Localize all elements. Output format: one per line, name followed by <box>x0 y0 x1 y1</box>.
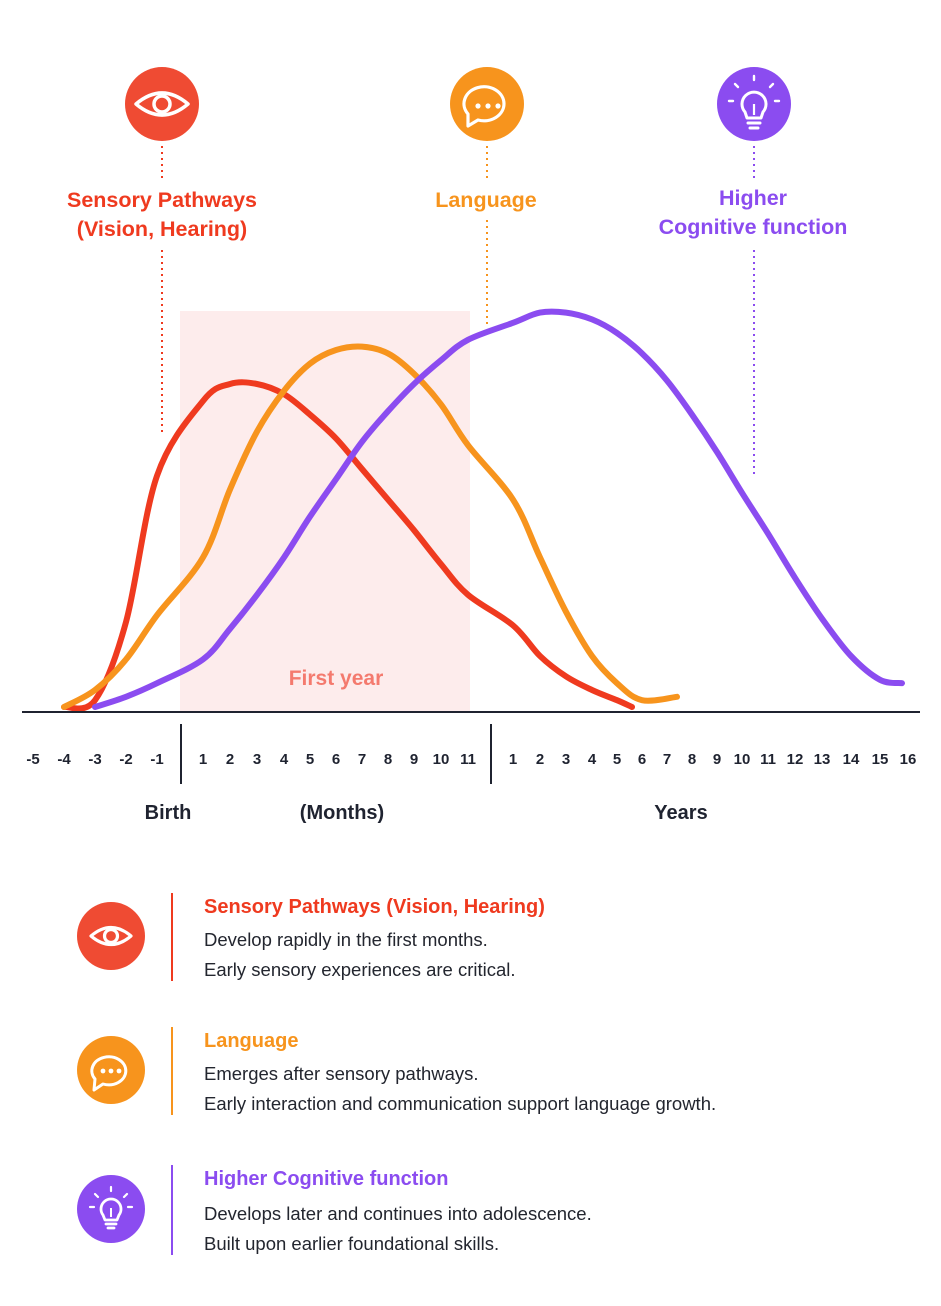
first-year-label: First year <box>289 667 384 690</box>
tick-label: 13 <box>814 751 831 768</box>
series-line-cognitive <box>92 308 905 710</box>
legend-line: Built upon earlier foundational skills. <box>204 1233 500 1254</box>
tick-label: 16 <box>900 751 917 768</box>
tick-label: 9 <box>410 751 418 768</box>
legend-title: Higher Cognitive function <box>204 1168 449 1190</box>
axis-group-years: Years <box>654 802 707 824</box>
legend-line: Develops later and continues into adoles… <box>204 1203 592 1224</box>
tick-label: 2 <box>226 751 234 768</box>
tick-label: 9 <box>713 751 721 768</box>
tick-label: -4 <box>57 751 71 768</box>
tick-label: 8 <box>688 751 696 768</box>
tick-label: 7 <box>663 751 671 768</box>
tick-label: -1 <box>150 751 163 768</box>
tick-label: 14 <box>843 751 860 768</box>
eye-icon <box>125 67 199 141</box>
sensory-header-line2: (Vision, Hearing) <box>77 217 247 241</box>
tick-label: 12 <box>787 751 804 768</box>
axis-group-months: (Months) <box>300 802 384 824</box>
legend-title: Sensory Pathways (Vision, Hearing) <box>204 896 545 918</box>
legend-line: Develop rapidly in the first months. <box>204 929 488 950</box>
language-header: Language <box>435 188 537 212</box>
tick-label: 6 <box>638 751 646 768</box>
tick-label: -5 <box>26 751 39 768</box>
tick-label: 5 <box>613 751 621 768</box>
tick-label: 3 <box>253 751 261 768</box>
lightbulb-icon <box>77 1175 145 1243</box>
axis-group-birth: Birth <box>145 802 192 824</box>
tick-label: 2 <box>536 751 544 768</box>
tick-label: 8 <box>384 751 392 768</box>
legend-title: Language <box>204 1030 299 1052</box>
tick-label: 4 <box>280 751 289 768</box>
tick-label: 1 <box>199 751 207 768</box>
eye-icon <box>77 902 145 970</box>
tick-label: 15 <box>872 751 889 768</box>
cognitive-header-line1: Higher <box>719 186 788 210</box>
tick-labels: -5 -4 -3 -2 -1 1 2 3 4 5 6 7 8 9 10 11 1 2 3 4 5 6 7 8 9 10 11 12 13… <box>26 751 916 768</box>
tick-label: 6 <box>332 751 340 768</box>
tick-label: 10 <box>734 751 751 768</box>
tick-label: 10 <box>433 751 450 768</box>
tick-label: -3 <box>88 751 101 768</box>
speech-bubble-icon <box>77 1036 145 1104</box>
legend-line: Early interaction and communication supp… <box>204 1093 717 1114</box>
tick-label: 4 <box>588 751 597 768</box>
legend-line: Emerges after sensory pathways. <box>204 1063 479 1084</box>
lightbulb-icon <box>717 67 791 141</box>
tick-label: 3 <box>562 751 570 768</box>
tick-label: 1 <box>509 751 517 768</box>
tick-label: 11 <box>460 751 476 768</box>
legend-divider <box>171 1165 173 1255</box>
speech-bubble-icon <box>450 67 524 141</box>
cognitive-header-line2: Cognitive function <box>659 215 848 239</box>
tick-label: 7 <box>358 751 366 768</box>
sensory-header-line1: Sensory Pathways <box>67 188 257 212</box>
tick-label: 11 <box>760 751 776 768</box>
legend-divider <box>171 1027 173 1115</box>
legend-line: Early sensory experiences are critical. <box>204 959 516 980</box>
tick-label: -2 <box>119 751 132 768</box>
tick-label: 5 <box>306 751 314 768</box>
series-line-language <box>61 343 680 710</box>
legend-divider <box>171 893 173 981</box>
